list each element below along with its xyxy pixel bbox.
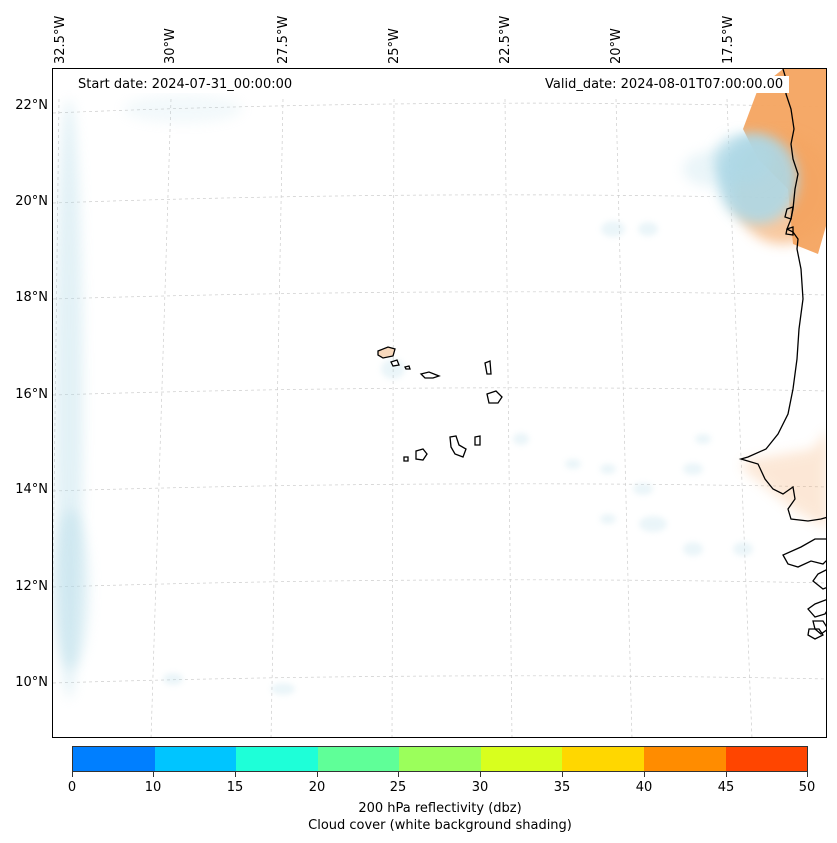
island-fogo xyxy=(415,448,428,461)
map-canvas xyxy=(53,69,826,737)
colorbar-tick-label: 0 xyxy=(67,780,77,795)
gridline-lat-12 xyxy=(53,579,826,588)
lon-label-27-5w: 27.5°W xyxy=(276,15,291,64)
gridline-lon-32-5 xyxy=(53,98,60,608)
map-panel[interactable] xyxy=(52,68,827,738)
island-santa-luzia xyxy=(404,365,411,370)
colorbar-tick xyxy=(317,772,318,777)
lat-label-10n: 10°N xyxy=(15,675,48,690)
island-sao-nicolau xyxy=(419,371,441,379)
gridline-lat-20 xyxy=(53,194,826,204)
colorbar-tick xyxy=(807,772,808,777)
lon-label-30w: 30°W xyxy=(163,28,178,64)
graticule xyxy=(53,98,826,737)
lat-label-12n: 12°N xyxy=(15,579,48,594)
colorbar xyxy=(72,746,808,772)
cloud-shading-coast xyxy=(683,134,798,224)
colorbar-tick-label: 20 xyxy=(308,780,326,795)
cape-verde-islands xyxy=(377,346,503,462)
lon-label-22-5w: 22.5°W xyxy=(498,15,513,64)
gridline-lon-27-5 xyxy=(270,98,284,737)
island-santo-antao xyxy=(377,346,396,359)
valid-date-label: Valid_date: 2024-08-01T07:00:00.00 xyxy=(539,76,790,93)
gridline-lon-17-5 xyxy=(726,98,753,737)
lat-label-14n: 14°N xyxy=(15,482,48,497)
island-maio xyxy=(474,435,481,446)
colorbar-title: 200 hPa reflectivity (dbz) xyxy=(358,801,522,816)
gridline-lon-22-5 xyxy=(504,98,513,737)
colorbar-segment-0-10 xyxy=(73,747,155,771)
colorbar-tick xyxy=(562,772,563,777)
colorbar-tick-label: 50 xyxy=(798,780,816,795)
colorbar-tick xyxy=(726,772,727,777)
island-sal xyxy=(484,360,492,375)
colorbar-segment-45-50 xyxy=(725,747,808,771)
gridline-lon-30 xyxy=(150,98,172,737)
colorbar-tick xyxy=(235,772,236,777)
lat-label-22n: 22°N xyxy=(15,98,48,113)
lon-label-25w: 25°W xyxy=(387,28,402,64)
colorbar-tick-label: 15 xyxy=(226,780,244,795)
cloud-shading-west xyxy=(53,95,243,699)
colorbar-tick xyxy=(398,772,399,777)
island-santiago xyxy=(449,435,467,458)
colorbar-tick-label: 25 xyxy=(389,780,407,795)
lat-label-20n: 20°N xyxy=(15,194,48,209)
colorbar-tick xyxy=(644,772,645,777)
colorbar-tick xyxy=(480,772,481,777)
gridline-lon-25 xyxy=(391,98,395,737)
colorbar-segment-20-25 xyxy=(317,747,400,771)
gridline-lat-18 xyxy=(53,291,826,300)
island-boa-vista xyxy=(486,390,503,404)
colorbar-segment-15-20 xyxy=(236,747,318,771)
cloud-shading-scattered xyxy=(163,221,753,695)
coastline xyxy=(738,69,826,640)
lat-label-18n: 18°N xyxy=(15,290,48,305)
colorbar-tick xyxy=(72,772,73,777)
gridline-lat-14 xyxy=(53,483,826,492)
colorbar-segment-35-40 xyxy=(562,747,644,771)
lon-label-20w: 20°W xyxy=(609,28,624,64)
lon-label-17-5w: 17.5°W xyxy=(721,15,736,64)
colorbar-tick xyxy=(153,772,154,777)
colorbar-tick-label: 40 xyxy=(635,780,653,795)
lat-label-16n: 16°N xyxy=(15,387,48,402)
colorbar-subtitle: Cloud cover (white background shading) xyxy=(308,818,572,833)
colorbar-segment-10-15 xyxy=(154,747,237,771)
colorbar-segment-30-35 xyxy=(480,747,563,771)
colorbar-tick-label: 10 xyxy=(144,780,162,795)
gridline-lat-16 xyxy=(53,387,826,396)
colorbar-tick-label: 45 xyxy=(717,780,735,795)
start-date-label: Start date: 2024-07-31_00:00:00 xyxy=(72,76,299,93)
colorbar-segment-40-45 xyxy=(643,747,726,771)
gridline-lon-20 xyxy=(615,98,633,737)
island-sao-vicente xyxy=(390,359,400,367)
lon-label-32-5w: 32.5°W xyxy=(53,15,68,64)
colorbar-tick-label: 35 xyxy=(553,780,571,795)
colorbar-tick-label: 30 xyxy=(471,780,489,795)
colorbar-segment-25-30 xyxy=(399,747,481,771)
island-brava xyxy=(403,456,409,462)
